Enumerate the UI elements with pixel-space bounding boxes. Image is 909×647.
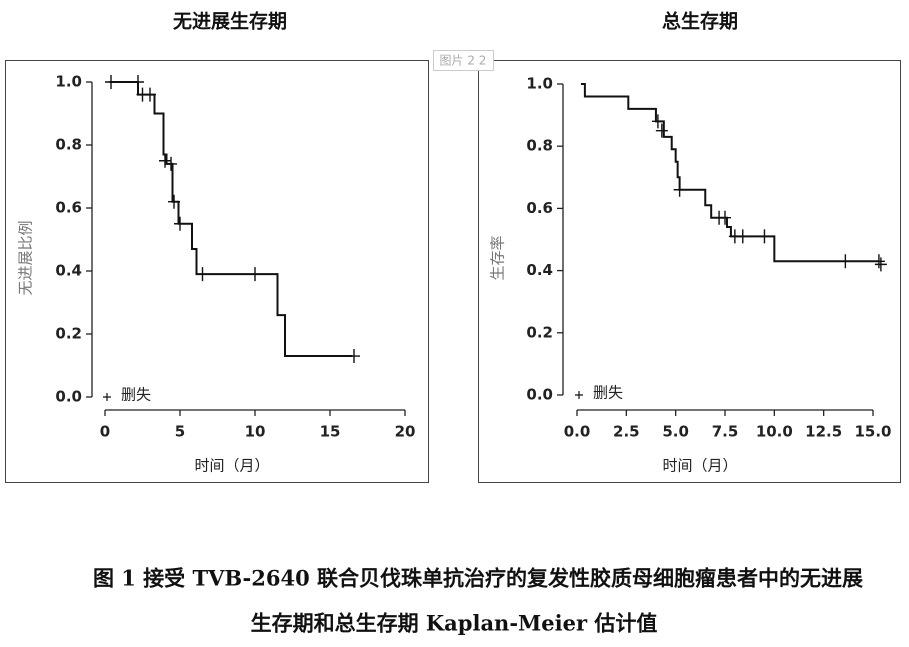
y-tick-label: 0.8 [55, 136, 82, 154]
x-tick-label: 10 [245, 423, 266, 441]
y-tick-label: 0.6 [55, 199, 82, 217]
watermark-box [433, 50, 494, 71]
censor-mark [105, 75, 117, 89]
x-tick-label: 7.5 [712, 423, 739, 441]
x-axis-label: 时间（月） [194, 457, 269, 475]
y-tick-label: 0.4 [55, 262, 82, 280]
censor-mark [144, 87, 156, 102]
censor-mark [872, 254, 885, 269]
survival-curve [580, 83, 879, 263]
censor-mark [159, 153, 171, 168]
censor-mark [758, 229, 771, 244]
panel-frame [5, 60, 429, 483]
watermark: 图片 2 2 [440, 54, 487, 68]
x-tick-label: 5.0 [662, 423, 689, 441]
y-tick-label: 0.8 [526, 137, 553, 155]
legend-symbol [103, 393, 111, 401]
censor-mark [132, 75, 144, 89]
x-tick-label: 20 [395, 423, 416, 441]
survival-curve [109, 81, 353, 358]
y-axis-label: 无进展比例 [17, 220, 35, 295]
legend-symbol [575, 391, 583, 399]
y-tick-label: 0.0 [526, 386, 553, 404]
y-tick-label: 0.2 [55, 325, 82, 343]
chart-title: 无进展生存期 [173, 10, 287, 33]
censor-mark [196, 267, 209, 282]
panel-frame [478, 60, 901, 483]
censor-mark [839, 254, 852, 269]
chart-title: 总生存期 [662, 10, 738, 33]
x-tick-label: 5 [175, 423, 185, 441]
y-tick-label: 0.4 [526, 261, 553, 279]
x-axis-label: 时间（月） [662, 457, 737, 475]
censor-mark [651, 114, 664, 129]
x-tick-label: 12.5 [805, 423, 842, 441]
y-tick-label: 1.0 [55, 73, 82, 91]
y-axis-label: 生存率 [489, 235, 507, 280]
x-tick-label: 0 [100, 423, 110, 441]
x-tick-label: 15.0 [854, 423, 891, 441]
x-tick-label: 2.5 [613, 423, 640, 441]
censor-mark [174, 216, 186, 231]
censor-mark [655, 123, 668, 138]
caption: 图 1 接受 TVB-2640 联合贝伐珠单抗治疗的复发性胶质母细胞瘤患者中的无… [93, 566, 863, 591]
censor-mark [874, 257, 887, 272]
x-tick-label: 15 [320, 423, 341, 441]
x-tick-label: 10.0 [756, 423, 793, 441]
x-tick-label: 0.0 [564, 423, 591, 441]
y-tick-label: 0.0 [55, 388, 82, 406]
censor-mark [719, 210, 731, 225]
censor-mark [165, 156, 177, 171]
censor-mark [348, 349, 360, 364]
legend-label: 删失 [593, 384, 623, 402]
legend-label: 删失 [121, 386, 151, 404]
censor-mark [249, 267, 261, 282]
censor-mark [736, 229, 749, 244]
censor-mark [168, 194, 180, 209]
y-tick-label: 1.0 [526, 75, 553, 93]
caption: 生存期和总生存期 Kaplan-Meier 估计值 [251, 611, 658, 636]
y-tick-label: 0.2 [526, 323, 553, 341]
y-tick-label: 0.6 [526, 199, 553, 217]
censor-mark [673, 182, 686, 197]
